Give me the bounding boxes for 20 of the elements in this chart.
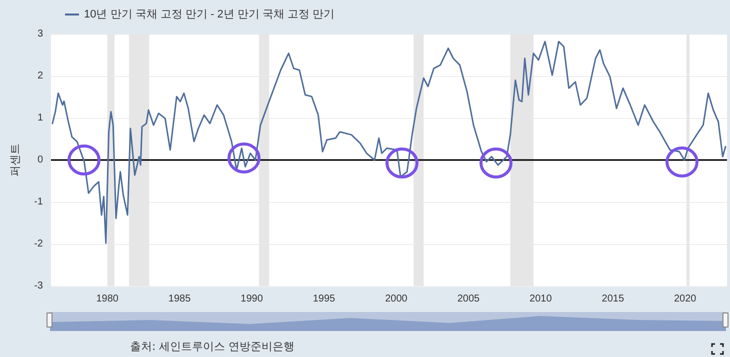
x-tick-label: 2000 xyxy=(385,294,408,304)
y-tick-label: -1 xyxy=(34,196,44,208)
source-note: 출처: 세인트루이스 연방준비은행 xyxy=(130,340,295,353)
line-series xyxy=(52,40,726,244)
y-tick-label: 2 xyxy=(37,70,44,82)
y-tick-label: 3 xyxy=(37,28,44,40)
x-tick-label: 1980 xyxy=(96,294,119,304)
x-tick-label: 2010 xyxy=(530,294,552,304)
y-axis-title: 퍼센트 xyxy=(10,144,22,176)
y-tick-label: -2 xyxy=(34,238,44,250)
x-tick-label: 2020 xyxy=(674,294,697,304)
x-tick-label: 1995 xyxy=(312,294,336,304)
y-tick-label: 0 xyxy=(37,154,44,166)
y-tick-label: 1 xyxy=(37,112,44,124)
legend-label: 10년 만기 국채 고정 만기 - 2년 만기 국채 고정 만기 xyxy=(84,8,335,20)
x-tick-label: 2005 xyxy=(457,294,480,304)
y-tick-label: -3 xyxy=(34,280,44,292)
x-tick-label: 2015 xyxy=(602,294,624,304)
x-tick-label: 1990 xyxy=(240,294,264,304)
x-tick-label: 1985 xyxy=(168,294,192,304)
